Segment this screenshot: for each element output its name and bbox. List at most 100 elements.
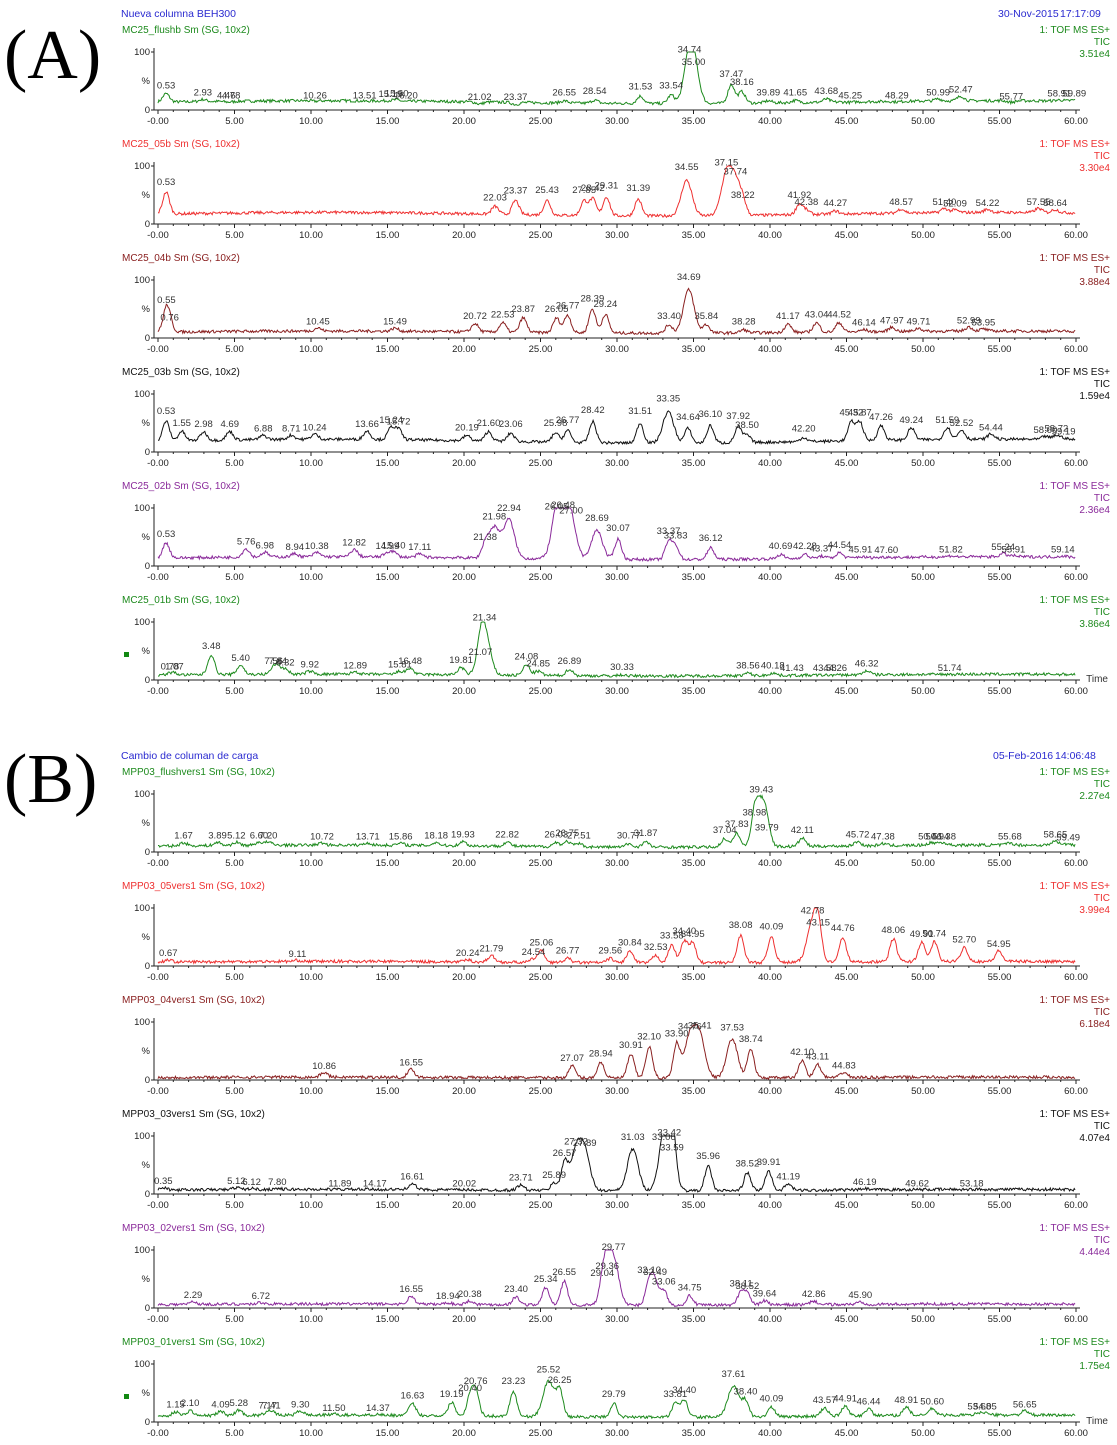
peak-label: 34.69 (677, 272, 701, 283)
x-tick-label: 55.00 (988, 686, 1012, 697)
trace-10: MPP03_03vers1 Sm (SG, 10x2) 1: TOF MS ES+… (122, 1109, 1110, 1211)
peak-label: 26.03 (544, 829, 568, 840)
peak-label: 4.46 (217, 90, 236, 101)
x-tick-label: 45.00 (835, 116, 859, 127)
peak-label: 35.96 (696, 1151, 720, 1162)
x-tick-label: 35.00 (682, 858, 706, 869)
x-tick-label: -0.00 (147, 1200, 169, 1211)
trace-title: MC25_05b Sm (SG, 10x2) (122, 139, 240, 150)
trace-mode: 1: TOF MS ES+ (1040, 995, 1111, 1006)
x-tick-label: 15.00 (376, 858, 400, 869)
trace-intensity: 3.86e4 (1079, 619, 1110, 630)
x-tick-label: 25.00 (529, 116, 553, 127)
x-tick-label: 25.00 (529, 1428, 553, 1439)
peak-label: 29.77 (602, 1242, 626, 1253)
x-tick-label: 35.00 (682, 972, 706, 983)
x-tick-label: 45.00 (835, 344, 859, 355)
y-tick-label: 100 (134, 1017, 150, 1028)
x-tick-label: 50.00 (911, 230, 935, 241)
trace-intensity: 3.51e4 (1079, 49, 1110, 60)
peak-label: 29.24 (593, 299, 617, 310)
peak-label: 50.99 (926, 87, 950, 98)
x-tick-label: 40.00 (758, 344, 782, 355)
peak-label: 43.15 (806, 917, 830, 928)
peak-label: 49.24 (899, 415, 923, 426)
trace-line (157, 287, 1076, 336)
x-tick-label: 30.00 (605, 972, 629, 983)
peak-label: 7.56 (264, 656, 283, 667)
peak-label: 55.77 (999, 91, 1023, 102)
peak-label: 16.48 (398, 656, 422, 667)
trace-mode: 1: TOF MS ES+ (1040, 1223, 1111, 1234)
peak-label: 2.93 (194, 87, 213, 98)
y-tick-label: 0 (145, 1303, 150, 1314)
x-tick-label: 35.00 (682, 572, 706, 583)
peak-label: 9.11 (288, 949, 306, 960)
peak-label: 20.02 (452, 1178, 476, 1189)
peak-label: 38.08 (729, 920, 753, 931)
peak-label: 35.41 (688, 1020, 712, 1031)
x-tick-label: 45.00 (835, 1314, 859, 1325)
peak-label: 23.37 (504, 92, 528, 103)
peak-label: 14.37 (366, 1403, 390, 1414)
x-tick-label: 15.00 (376, 1086, 400, 1097)
peak-label: 53.68 (967, 1402, 991, 1413)
x-tick-label: 25.00 (529, 458, 553, 469)
peak-label: 21.98 (482, 512, 506, 523)
trace-signal: TIC (1094, 779, 1110, 790)
trace-title: MPP03_05vers1 Sm (SG, 10x2) (122, 881, 265, 892)
x-tick-label: 60.00 (1064, 1428, 1088, 1439)
peak-label: 20.40 (458, 1383, 482, 1394)
peak-label: 47.97 (880, 315, 904, 326)
x-tick-label: 55.00 (988, 572, 1012, 583)
trace-11: MPP03_02vers1 Sm (SG, 10x2) 1: TOF MS ES+… (122, 1223, 1110, 1325)
peak-label: 16.55 (399, 1057, 423, 1068)
marker-square (124, 652, 129, 657)
x-tick-label: 30.00 (605, 116, 629, 127)
trace-title: MC25_flushb Sm (SG, 10x2) (122, 25, 250, 36)
trace-line (157, 51, 1076, 106)
peak-label: 39.43 (749, 785, 773, 796)
peak-label: 49.62 (905, 1178, 929, 1189)
peak-label: 56.65 (1013, 1399, 1037, 1410)
peak-label: 32.10 (637, 1031, 661, 1042)
peak-label: 38.50 (735, 420, 759, 431)
peak-label: 6.12 (242, 1177, 261, 1188)
peak-label: 38.52 (735, 1159, 759, 1170)
peak-label: 5.28 (230, 1398, 249, 1409)
peak-label: 5.40 (231, 653, 250, 664)
x-tick-label: 60.00 (1064, 858, 1088, 869)
peak-label: 8.94 (286, 542, 305, 553)
peak-label: 55.24 (991, 542, 1015, 553)
peak-label: 59.19 (1052, 427, 1076, 438)
peak-label: 27.00 (559, 506, 583, 517)
peak-label: 59.89 (1062, 89, 1086, 100)
peak-label: 45.87 (848, 407, 872, 418)
peak-label: 39.91 (757, 1157, 781, 1168)
x-tick-label: 40.00 (758, 686, 782, 697)
x-tick-label: 50.00 (911, 1428, 935, 1439)
y-tick-label: % (142, 646, 151, 657)
peak-label: 24.08 (515, 652, 539, 663)
x-tick-label: -0.00 (147, 572, 169, 583)
y-tick-label: 0 (145, 219, 150, 230)
peak-label: 25.89 (542, 1170, 566, 1181)
peak-label: 23.87 (511, 304, 535, 315)
x-tick-label: -0.00 (147, 858, 169, 869)
peak-label: 42.11 (791, 825, 814, 836)
peak-label: 5.76 (237, 536, 256, 547)
x-tick-label: 10.00 (299, 1086, 323, 1097)
peak-label: 20.76 (464, 1376, 488, 1387)
peak-label: 41.43 (780, 663, 804, 674)
peak-label: 22.53 (491, 310, 515, 321)
peak-label: 33.40 (657, 311, 681, 322)
x-tick-label: 25.00 (529, 858, 553, 869)
x-tick-label: 5.00 (225, 1200, 244, 1211)
panel-b-time: 14:06:48 (1055, 750, 1096, 762)
trace-signal: TIC (1094, 607, 1110, 618)
peak-label: 2.29 (184, 1290, 203, 1301)
x-tick-label: 55.00 (988, 230, 1012, 241)
x-tick-label: 55.00 (988, 858, 1012, 869)
y-tick-label: % (142, 304, 151, 315)
